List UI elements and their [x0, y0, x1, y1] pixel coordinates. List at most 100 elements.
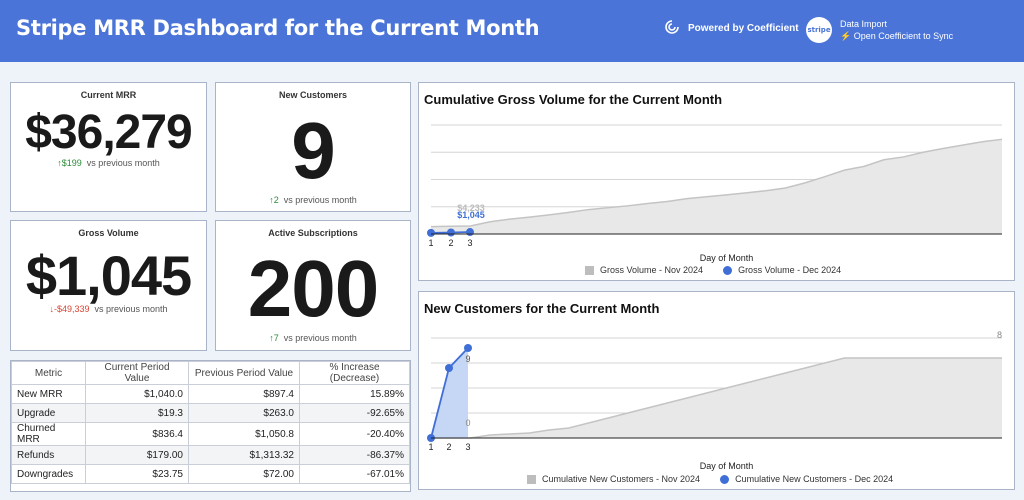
current-value-cell: $23.75	[85, 464, 189, 484]
current-value-cell: $19.3	[85, 403, 189, 423]
new-customers-chart: 1 2 3 Day of Month 9 0 8	[427, 330, 1002, 471]
open-coefficient-link[interactable]: Open Coefficient to Sync	[853, 31, 954, 41]
card-title: Current MRR	[80, 90, 137, 100]
card-title: New Customers	[278, 90, 348, 100]
data-point-current	[466, 228, 474, 237]
x-tick-label: 1	[428, 442, 433, 452]
current-value-cell: $1,040.0	[85, 384, 189, 404]
delta-value: -$49,339	[53, 304, 90, 314]
coefficient-logo-icon	[664, 19, 680, 38]
chart-legend: Gross Volume - Nov 2024 Gross Volume - D…	[585, 265, 841, 275]
previous-value-cell: $263.0	[188, 403, 300, 423]
previous-value-cell: $897.4	[188, 384, 300, 404]
data-label: 9	[465, 354, 470, 364]
kpi-value: 9	[291, 106, 336, 195]
legend-swatch-current	[720, 474, 730, 484]
metrics-table: Metric Current Period Value Previous Per…	[11, 361, 410, 484]
x-axis-title: Day of Month	[700, 461, 754, 471]
delta-value: $199	[61, 158, 82, 168]
x-tick-label: 1	[428, 238, 433, 248]
series-area-current	[431, 348, 468, 438]
lightning-icon: ⚡	[840, 31, 852, 41]
legend-label: Gross Volume - Nov 2024	[600, 265, 704, 275]
metric-cell: Downgrades	[11, 464, 86, 484]
kpi-value: $36,279	[25, 106, 193, 159]
kpi-value: $1,045	[25, 244, 192, 307]
kpi-delta: ↑$199 vs previous month	[11, 158, 206, 168]
delta-value: 2	[273, 195, 279, 205]
powered-by-label: Powered by Coefficient	[688, 23, 799, 34]
data-import-status[interactable]: Data Import ⚡ Open Coefficient to Sync	[840, 18, 953, 42]
active-subscriptions-card: Active Subscriptions 200 ↑7 vs previous …	[215, 220, 411, 351]
table-row: Downgrades $23.75 $72.00 -67.01%	[11, 464, 410, 484]
page-title: Stripe MRR Dashboard for the Current Mon…	[16, 16, 540, 40]
card-title: Gross Volume	[78, 228, 139, 238]
data-point-current	[447, 228, 455, 237]
arrow-up-icon: ↑	[269, 333, 274, 343]
gross-volume-chart: 1 2 3 Day of Month $4,233$1,045	[427, 124, 1003, 263]
percent-change-cell: -67.01%	[299, 464, 410, 484]
legend-label: Cumulative New Customers - Nov 2024	[542, 474, 701, 484]
series-area-previous	[431, 139, 1002, 234]
metric-cell: New MRR	[11, 384, 86, 404]
percent-change-cell: -92.65%	[299, 403, 410, 423]
legend-swatch-previous	[527, 474, 536, 484]
data-label: 8	[997, 330, 1002, 340]
data-label: 0	[465, 418, 470, 428]
percent-change-cell: -20.40%	[299, 422, 410, 446]
table-header-row: Metric Current Period Value Previous Per…	[11, 361, 410, 385]
new-customers-chart-card: New Customers for the Current Month 1 2 3 D…	[418, 291, 1015, 490]
column-header: Current Period Value	[85, 361, 189, 385]
data-label: $1,045	[457, 210, 485, 220]
kpi-delta: ↓-$49,339 vs previous month	[11, 304, 206, 314]
legend-swatch-previous	[585, 265, 594, 275]
legend-label: Gross Volume - Dec 2024	[738, 265, 842, 275]
x-tick-label: 2	[448, 238, 453, 248]
column-header: % Increase (Decrease)	[299, 361, 410, 385]
x-tick-label: 3	[465, 442, 470, 452]
legend-label: Cumulative New Customers - Dec 2024	[735, 474, 894, 484]
table-row: New MRR $1,040.0 $897.4 15.89%	[11, 384, 410, 404]
x-axis-title: Day of Month	[700, 253, 754, 263]
data-label: $4,233	[457, 203, 485, 213]
table-row: Upgrade $19.3 $263.0 -92.65%	[11, 403, 410, 423]
series-line-previous	[431, 357, 1002, 439]
arrow-down-icon: ↓	[49, 304, 54, 314]
chart-legend: Cumulative New Customers - Nov 2024 Cumu…	[527, 474, 893, 484]
current-value-cell: $179.00	[85, 445, 189, 465]
previous-value-cell: $1,313.32	[188, 445, 300, 465]
metric-cell: Churned MRR	[11, 422, 86, 446]
percent-change-cell: 15.89%	[299, 384, 410, 404]
stripe-logo: stripe	[806, 17, 832, 43]
card-title: Active Subscriptions	[268, 228, 358, 238]
data-point-current	[427, 228, 435, 237]
kpi-value: 200	[247, 244, 379, 333]
table-row: Churned MRR $836.4 $1,050.8 -20.40%	[11, 422, 410, 446]
percent-change-cell: -86.37%	[299, 445, 410, 465]
current-mrr-card: Current MRR $36,279 ↑$199 vs previous mo…	[10, 82, 207, 212]
data-point-current	[445, 364, 453, 372]
table-row: Refunds $179.00 $1,313.32 -86.37%	[11, 445, 410, 465]
data-import-title: Data Import	[840, 19, 888, 29]
new-customers-card: New Customers 9 ↑2 vs previous month	[215, 82, 411, 212]
x-tick-label: 3	[467, 238, 472, 248]
metric-cell: Refunds	[11, 445, 86, 465]
powered-by[interactable]: Powered by Coefficient	[664, 19, 799, 38]
arrow-up-icon: ↑	[269, 195, 274, 205]
gross-volume-chart-card: Cumulative Gross Volume for the Current …	[418, 82, 1015, 281]
previous-value-cell: $1,050.8	[188, 422, 300, 446]
gross-volume-card: Gross Volume $1,045 ↓-$49,339 vs previou…	[10, 220, 207, 351]
kpi-delta: ↑2 vs previous month	[216, 195, 410, 205]
legend-swatch-current	[723, 265, 733, 275]
chart-title: New Customers for the Current Month	[424, 301, 660, 316]
series-area-previous	[431, 358, 1002, 438]
column-header: Previous Period Value	[188, 361, 300, 385]
current-value-cell: $836.4	[85, 422, 189, 446]
chart-title: Cumulative Gross Volume for the Current …	[424, 92, 723, 107]
kpi-delta: ↑7 vs previous month	[216, 333, 410, 343]
delta-value: 7	[273, 333, 279, 343]
data-point-current	[464, 344, 472, 352]
previous-value-cell: $72.00	[188, 464, 300, 484]
x-tick-label: 2	[446, 442, 451, 452]
delta-suffix: vs previous month	[94, 304, 168, 314]
